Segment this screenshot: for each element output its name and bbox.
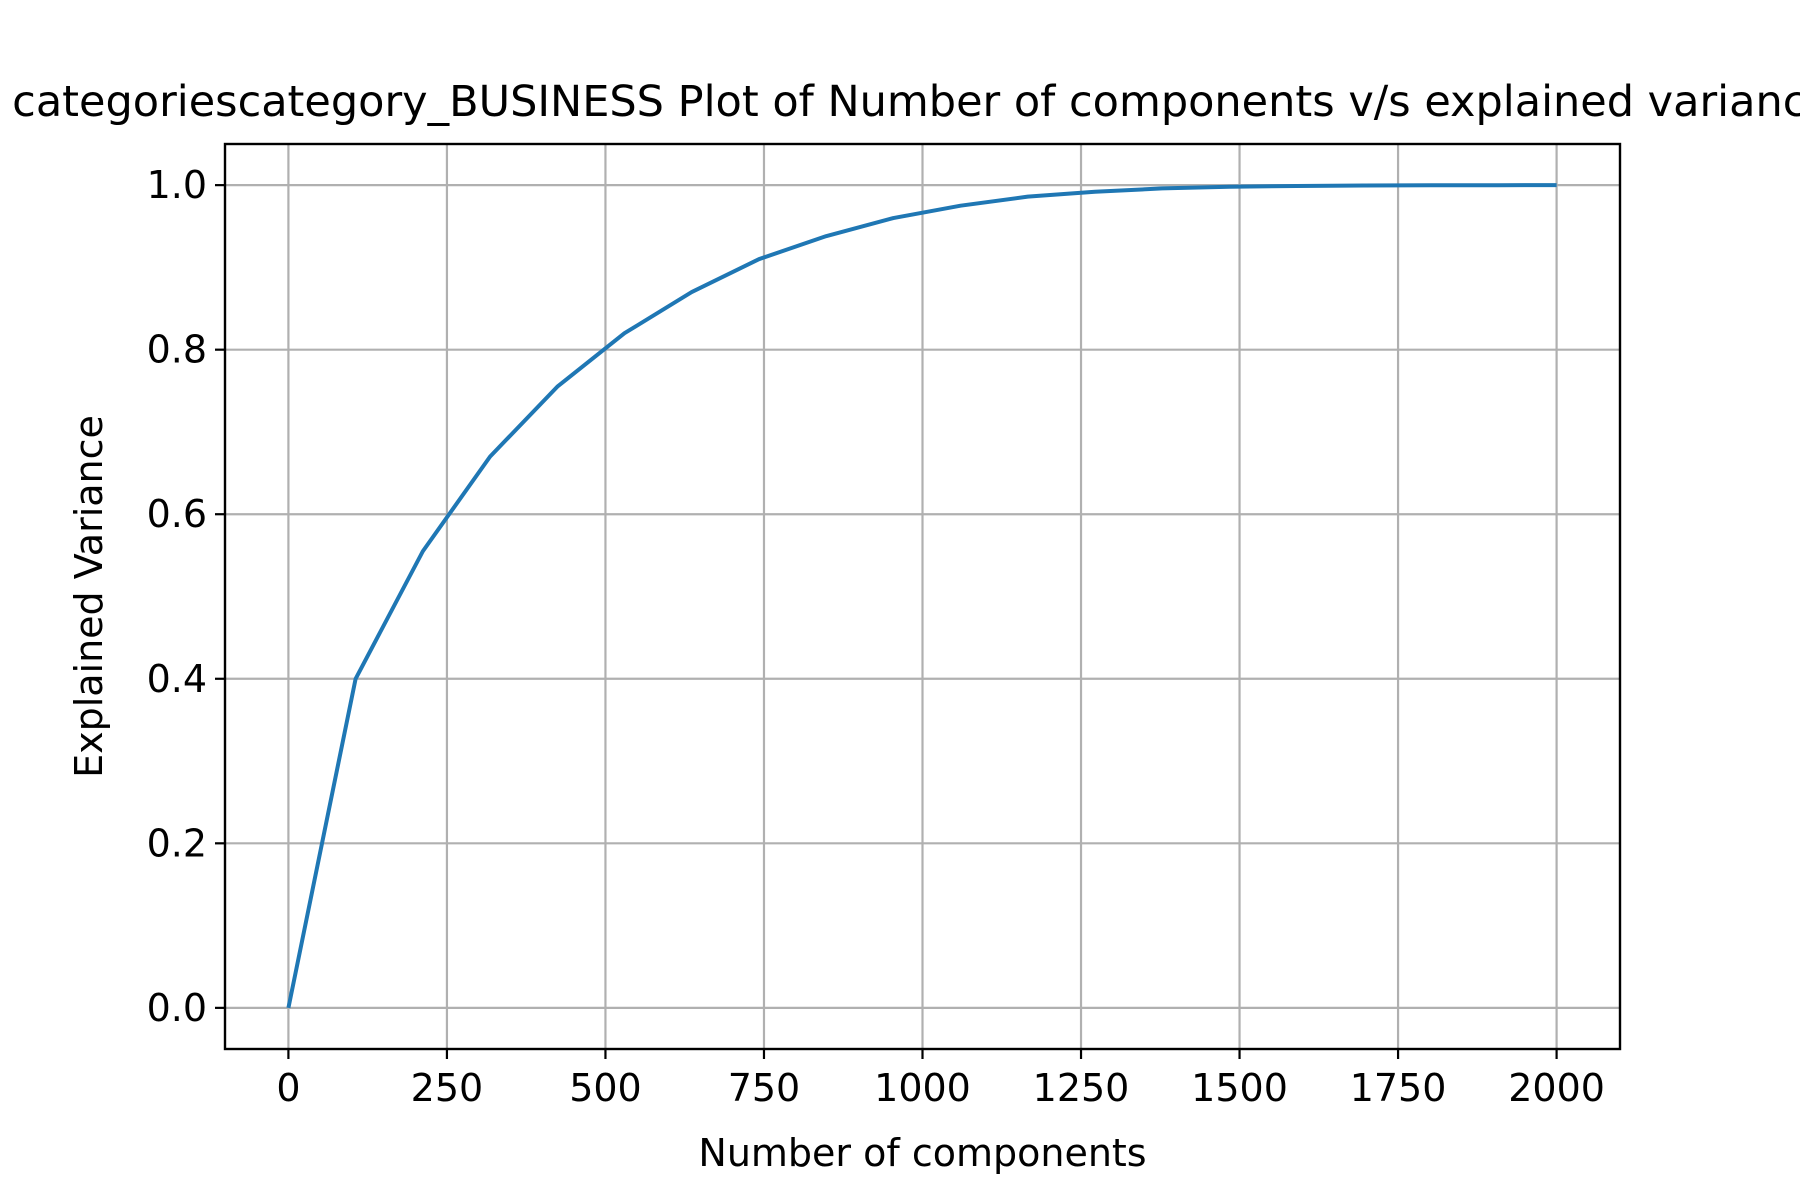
y-tick-label: 0.8: [147, 328, 207, 372]
x-tick-label: 1000: [874, 1066, 971, 1110]
x-tick-label: 500: [569, 1066, 642, 1110]
grid: [225, 144, 1620, 1049]
y-tick-label: 0.0: [147, 986, 207, 1030]
y-tick-label: 0.2: [147, 821, 207, 865]
x-tick-label: 0: [276, 1066, 300, 1110]
y-tick-label: 1.0: [147, 163, 207, 207]
x-tick-label: 1500: [1191, 1066, 1288, 1110]
x-tick-label: 1750: [1350, 1066, 1447, 1110]
chart-title: categoriescategory_BUSINESS Plot of Numb…: [12, 77, 1800, 127]
x-tick-label: 250: [411, 1066, 484, 1110]
y-axis-label: Explained Variance: [67, 415, 111, 778]
x-axis-label: Number of components: [698, 1131, 1146, 1175]
y-tick-label: 0.6: [147, 492, 207, 536]
x-tick-label: 1250: [1033, 1066, 1130, 1110]
series-layer: [286, 183, 1557, 1009]
ticks: 0 250 500 750 1000 1250 1500 1750 2000 0.0 0.2 0.4 0…: [147, 163, 1605, 1110]
x-tick-label: 2000: [1508, 1066, 1605, 1110]
series-line: [286, 183, 1557, 1009]
x-tick-label: 750: [728, 1066, 801, 1110]
y-tick-label: 0.4: [147, 657, 207, 701]
